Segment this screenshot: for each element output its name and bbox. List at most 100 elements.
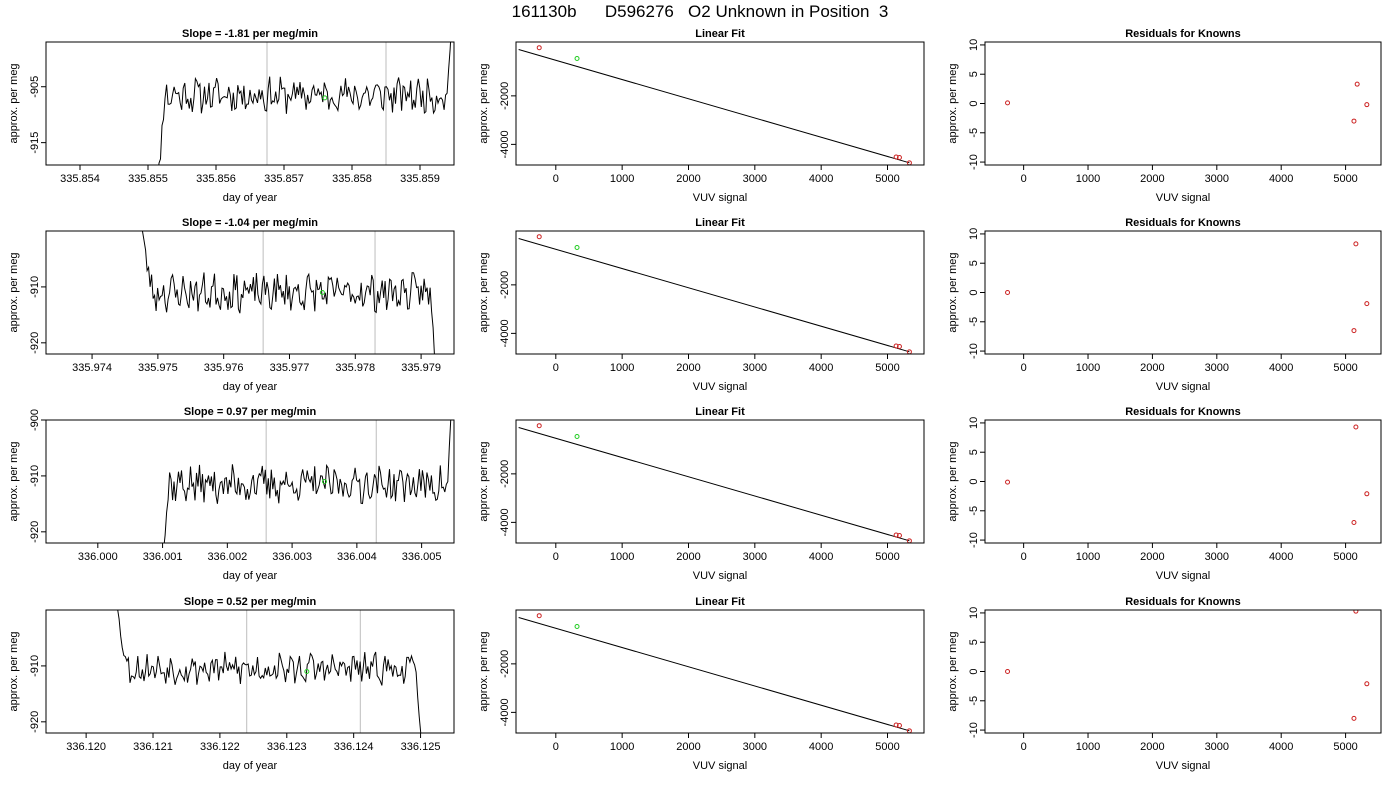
y-tick-label: 0 xyxy=(968,478,980,484)
known-point xyxy=(1353,241,1359,247)
signal-trace xyxy=(158,42,452,165)
x-tick-label: 336.122 xyxy=(200,741,240,753)
plot-title: Linear Fit xyxy=(695,217,745,229)
x-tick-label: 336.001 xyxy=(143,551,183,563)
panel-r2-c1: Slope = -1.04 per meg/min 335.974 335.975 3… xyxy=(8,217,455,393)
x-tick-label: 335.859 xyxy=(400,173,440,185)
x-tick-label: 5000 xyxy=(1333,362,1357,374)
plot-frame xyxy=(515,230,925,355)
y-tick-label: 0 xyxy=(968,668,980,674)
x-tick-label: 2000 xyxy=(1140,362,1164,374)
y-tick-label: 10 xyxy=(968,228,980,240)
y-tick-label: -920 xyxy=(29,332,41,354)
known-point xyxy=(1351,328,1357,334)
y-tick-label: -2000 xyxy=(499,82,511,110)
plot-area xyxy=(163,420,452,543)
plot-title: Residuals for Knowns xyxy=(1125,28,1241,40)
y-tick-label: -915 xyxy=(29,132,41,154)
y-tick-label: 10 xyxy=(968,417,980,429)
known-point xyxy=(536,613,542,619)
x-tick-label: 335.856 xyxy=(196,173,236,185)
y-tick-label: -905 xyxy=(29,76,41,98)
x-tick-label: 335.978 xyxy=(335,362,375,374)
plot-frame xyxy=(515,419,925,544)
y-tick-label: -5 xyxy=(968,696,980,706)
y-tick-label: -10 xyxy=(968,722,980,738)
x-tick-label: 336.124 xyxy=(334,741,374,753)
y-tick-label: 5 xyxy=(968,449,980,455)
known-point xyxy=(1364,301,1370,307)
plot-title: Linear Fit xyxy=(695,596,745,608)
x-tick-label: 335.854 xyxy=(60,173,100,185)
x-tick-label: 3000 xyxy=(743,741,767,753)
y-tick-label: -910 xyxy=(29,276,41,298)
known-point xyxy=(1005,290,1011,295)
x-tick-label: 4000 xyxy=(809,362,833,374)
plot-frame xyxy=(984,419,1382,544)
y-axis-label: approx. per meg xyxy=(478,252,490,332)
x-tick-label: 336.000 xyxy=(78,551,118,563)
y-axis-label: approx. per meg xyxy=(947,252,959,332)
known-point xyxy=(1351,118,1357,124)
panel-r1-c2: Linear Fit 0 1000 2000 3000 4000 5000 -2000 -400… xyxy=(478,28,925,204)
plot-area xyxy=(158,42,452,165)
x-axis-label: day of year xyxy=(223,381,278,393)
x-tick-label: 5000 xyxy=(875,173,899,185)
known-point xyxy=(896,343,902,349)
x-tick-label: 4000 xyxy=(809,173,833,185)
x-tick-label: 4000 xyxy=(1269,362,1293,374)
y-tick-label: -10 xyxy=(968,154,980,170)
y-axis-label: approx. per meg xyxy=(947,441,959,521)
x-axis-label: VUV signal xyxy=(693,570,747,582)
panel-r3-c1: Slope = 0.97 per meg/min 336.000 336.001 33… xyxy=(8,406,455,582)
y-axis-label: approx. per meg xyxy=(8,63,20,143)
x-tick-label: 3000 xyxy=(1205,173,1229,185)
signal-trace xyxy=(141,231,435,354)
y-tick-label: -4000 xyxy=(499,508,511,536)
x-tick-label: 1000 xyxy=(1076,741,1100,753)
y-tick-label: -10 xyxy=(968,343,980,359)
x-tick-label: 335.977 xyxy=(270,362,310,374)
y-axis-label: approx. per meg xyxy=(947,63,959,143)
x-axis-label: VUV signal xyxy=(1156,760,1210,772)
fit-line xyxy=(518,238,910,353)
known-point xyxy=(893,343,899,349)
panel-r2-c3: Residuals for Knowns 0 1000 2000 3000 4000 500… xyxy=(947,217,1382,393)
known-point xyxy=(1353,610,1359,614)
x-tick-label: 335.857 xyxy=(264,173,304,185)
x-tick-label: 3000 xyxy=(1205,362,1229,374)
y-tick-label: -4000 xyxy=(499,319,511,347)
y-axis-label: approx. per meg xyxy=(478,441,490,521)
panel-r1-c1: Slope = -1.81 per meg/min 335.854 335.855 3… xyxy=(8,28,455,204)
known-point xyxy=(1351,715,1357,721)
x-axis-label: day of year xyxy=(223,570,278,582)
y-axis-label: approx. per meg xyxy=(478,63,490,143)
plot-area xyxy=(117,610,422,733)
signal-trace xyxy=(117,610,422,733)
x-tick-label: 5000 xyxy=(875,362,899,374)
known-point xyxy=(1353,424,1359,430)
x-tick-label: 336.121 xyxy=(133,741,173,753)
y-tick-label: -2000 xyxy=(499,460,511,488)
y-axis-label: approx. per meg xyxy=(8,252,20,332)
y-tick-label: -2000 xyxy=(499,650,511,678)
y-tick-label: 0 xyxy=(968,100,980,106)
known-point xyxy=(1005,479,1011,485)
x-tick-label: 1000 xyxy=(610,362,634,374)
y-tick-label: 5 xyxy=(968,71,980,77)
fit-line xyxy=(518,617,910,732)
known-point xyxy=(1005,100,1011,106)
x-tick-label: 336.125 xyxy=(401,741,441,753)
y-tick-label: -910 xyxy=(29,465,41,487)
x-tick-label: 336.120 xyxy=(66,741,106,753)
known-point xyxy=(1364,491,1370,497)
x-tick-label: 1000 xyxy=(610,173,634,185)
x-axis-label: VUV signal xyxy=(1156,192,1210,204)
plot-title: Slope = -1.04 per meg/min xyxy=(182,217,318,229)
plot-area xyxy=(1005,241,1370,334)
x-tick-label: 1000 xyxy=(1076,173,1100,185)
plot-frame xyxy=(984,609,1382,734)
panel-r4-c3: Residuals for Knowns 0 1000 2000 3000 4000 500… xyxy=(947,596,1382,772)
x-tick-label: 2000 xyxy=(676,173,700,185)
